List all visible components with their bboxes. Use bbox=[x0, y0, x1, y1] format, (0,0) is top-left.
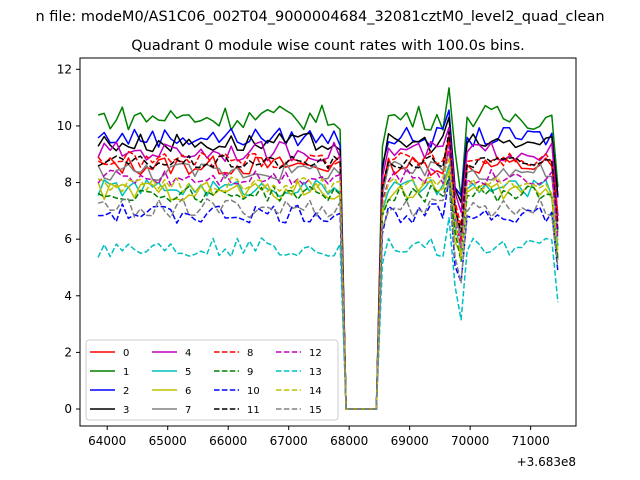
axes-layer: 64000 65000 66000 67000 68000 69000 70000 71000… bbox=[57, 62, 550, 448]
x-tick-label: 67000 bbox=[270, 434, 308, 448]
legend-label-11: 11 bbox=[247, 405, 260, 416]
legend-label-5: 5 bbox=[185, 367, 191, 378]
legend-label-8: 8 bbox=[247, 348, 253, 359]
legend-label-0: 0 bbox=[123, 348, 129, 359]
series-line-4 bbox=[97, 126, 559, 410]
y-tick-label: 0 bbox=[64, 402, 72, 416]
legend-label-14: 14 bbox=[309, 386, 322, 397]
chart-title: Quadrant 0 module wise count rates with … bbox=[131, 38, 525, 54]
x-tick-label: 70000 bbox=[451, 434, 489, 448]
legend-label-12: 12 bbox=[309, 348, 322, 359]
x-tick-label: 66000 bbox=[209, 434, 247, 448]
legend-label-7: 7 bbox=[185, 405, 191, 416]
series-line-12 bbox=[97, 145, 559, 410]
x-tick-label: 69000 bbox=[391, 434, 429, 448]
legend-label-15: 15 bbox=[309, 405, 322, 416]
legend-label-6: 6 bbox=[185, 386, 191, 397]
legend-label-9: 9 bbox=[247, 367, 253, 378]
series-line-13 bbox=[97, 216, 559, 410]
legend-label-13: 13 bbox=[309, 367, 322, 378]
legend-label-1: 1 bbox=[123, 367, 129, 378]
x-tick-label: 71000 bbox=[512, 434, 550, 448]
legend-label-2: 2 bbox=[123, 386, 129, 397]
series-line-1 bbox=[97, 87, 559, 410]
series-line-3 bbox=[97, 116, 559, 410]
series-line-15 bbox=[97, 180, 559, 410]
series-line-10 bbox=[98, 178, 559, 410]
series-line-14 bbox=[97, 156, 559, 410]
legend-box bbox=[85, 339, 339, 421]
legend-label-3: 3 bbox=[123, 405, 129, 416]
series-layer bbox=[97, 87, 559, 410]
x-tick-label: 64000 bbox=[88, 434, 126, 448]
y-tick-label: 12 bbox=[57, 62, 72, 76]
x-tick-label: 65000 bbox=[149, 434, 187, 448]
series-line-9 bbox=[97, 175, 559, 410]
y-tick-label: 8 bbox=[64, 176, 72, 190]
x-offset-label: +3.683e8 bbox=[517, 455, 576, 469]
y-tick-label: 6 bbox=[64, 232, 72, 246]
legend-label-10: 10 bbox=[247, 386, 260, 397]
figure-suptitle: n file: modeM0/AS1C06_002T04_9000004684_… bbox=[35, 9, 604, 25]
y-tick-label: 4 bbox=[64, 289, 72, 303]
plot-frame bbox=[79, 57, 577, 427]
y-tick-label: 10 bbox=[57, 119, 72, 133]
series-line-7 bbox=[97, 151, 559, 410]
series-line-8 bbox=[97, 140, 559, 410]
legend-label-4: 4 bbox=[185, 348, 191, 359]
y-tick-label: 2 bbox=[64, 345, 72, 359]
x-tick-label: 68000 bbox=[330, 434, 368, 448]
series-line-11 bbox=[97, 131, 559, 410]
